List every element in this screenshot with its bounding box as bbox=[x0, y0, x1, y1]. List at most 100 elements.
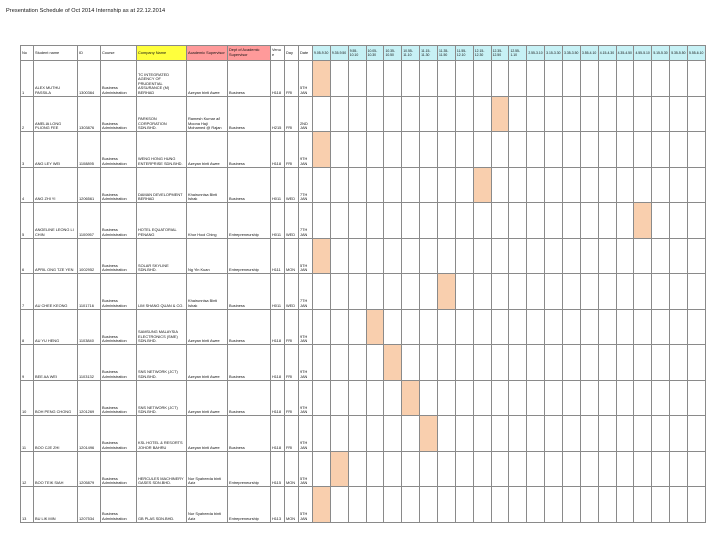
empty-slot-cell bbox=[383, 486, 403, 523]
empty-slot-cell bbox=[329, 166, 349, 203]
scheduled-slot-cell bbox=[312, 486, 331, 523]
empty-slot-cell bbox=[437, 344, 456, 381]
empty-slot-cell bbox=[454, 166, 474, 203]
row-number-cell: 3 bbox=[20, 131, 34, 168]
header-time-slot: 5.15-5.30 bbox=[651, 45, 671, 61]
academic-supervisor-cell: Nur Syaheeda binti Aziz bbox=[186, 486, 228, 523]
empty-slot-cell bbox=[651, 308, 671, 345]
day-cell: FRI bbox=[284, 308, 299, 345]
empty-slot-cell bbox=[579, 308, 599, 345]
company-name-cell: GB PLAS SDN.BHD. bbox=[136, 486, 187, 523]
empty-slot-cell bbox=[437, 60, 456, 97]
empty-slot-cell bbox=[651, 344, 671, 381]
empty-slot-cell bbox=[615, 308, 635, 345]
student-id-cell: 1103840 bbox=[77, 308, 101, 345]
empty-slot-cell bbox=[508, 379, 528, 416]
supervisor-dept-cell: Entrepreneurship bbox=[227, 486, 271, 523]
course-cell: Business Administration bbox=[100, 486, 137, 523]
table-row: 10 BOH PENG CHONG 1201269 Business Administ… bbox=[20, 379, 706, 416]
empty-slot-cell bbox=[490, 60, 510, 97]
empty-slot-cell bbox=[544, 379, 564, 416]
empty-slot-cell bbox=[401, 273, 421, 310]
student-id-cell: 1303876 bbox=[77, 95, 101, 132]
table-row: 11 BOO CJE ZHI 1201496 Business Administrat… bbox=[20, 415, 706, 452]
company-name-cell: SNS NETWORK (JCT) SDN.BHD. bbox=[136, 344, 187, 381]
row-number-cell: 5 bbox=[20, 202, 34, 239]
empty-slot-cell bbox=[579, 166, 599, 203]
empty-slot-cell bbox=[526, 237, 546, 274]
supervisor-dept-cell: Business bbox=[227, 131, 271, 168]
empty-slot-cell bbox=[669, 308, 689, 345]
academic-supervisor-cell: Azeyan binti Awee bbox=[186, 415, 228, 452]
empty-slot-cell bbox=[687, 486, 706, 523]
empty-slot-cell bbox=[383, 237, 403, 274]
empty-slot-cell bbox=[579, 131, 599, 168]
empty-slot-cell bbox=[651, 166, 671, 203]
empty-slot-cell bbox=[347, 166, 367, 203]
student-name-cell: BOO CJE ZHI bbox=[33, 415, 78, 452]
company-name-cell: DAMAN DEVELOPMENT BERHAD bbox=[136, 166, 187, 203]
empty-slot-cell bbox=[383, 131, 403, 168]
course-cell: Business Administration bbox=[100, 60, 137, 97]
row-number-cell: 13 bbox=[20, 486, 34, 523]
empty-slot-cell bbox=[597, 237, 617, 274]
venue-cell: H118 bbox=[270, 344, 285, 381]
empty-slot-cell bbox=[544, 60, 564, 97]
header-time-slot: 9.35-9.50 bbox=[329, 45, 349, 61]
academic-supervisor-cell: Azeyan binti Awee bbox=[186, 308, 228, 345]
sheet-title: Presentation Schedule of Oct 2014 Intern… bbox=[6, 8, 166, 14]
empty-slot-cell bbox=[615, 95, 635, 132]
scheduled-slot-cell bbox=[312, 237, 331, 274]
day-cell: FRI bbox=[284, 95, 299, 132]
student-name-cell: BEE AA WEI bbox=[33, 344, 78, 381]
empty-slot-cell bbox=[347, 450, 367, 487]
empty-slot-cell bbox=[615, 486, 635, 523]
empty-slot-cell bbox=[687, 166, 706, 203]
empty-slot-cell bbox=[526, 60, 546, 97]
empty-slot-cell bbox=[365, 237, 385, 274]
empty-slot-cell bbox=[669, 131, 689, 168]
empty-slot-cell bbox=[419, 308, 439, 345]
empty-slot-cell bbox=[508, 273, 528, 310]
empty-slot-cell bbox=[383, 95, 403, 132]
header-academic-supervisor: Academic Supervisor bbox=[186, 45, 228, 61]
row-number-cell: 9 bbox=[20, 344, 34, 381]
empty-slot-cell bbox=[508, 344, 528, 381]
course-cell: Business Administration bbox=[100, 95, 137, 132]
empty-slot-cell bbox=[687, 273, 706, 310]
supervisor-dept-cell: Business bbox=[227, 308, 271, 345]
empty-slot-cell bbox=[419, 131, 439, 168]
supervisor-dept-cell: Business bbox=[227, 379, 271, 416]
header-time-slot: 5.35-5.50 bbox=[669, 45, 689, 61]
empty-slot-cell bbox=[615, 166, 635, 203]
header-day: Day bbox=[284, 45, 299, 61]
empty-slot-cell bbox=[526, 308, 546, 345]
empty-slot-cell bbox=[401, 308, 421, 345]
supervisor-dept-cell: Business bbox=[227, 415, 271, 452]
empty-slot-cell bbox=[454, 379, 474, 416]
empty-slot-cell bbox=[562, 308, 581, 345]
empty-slot-cell bbox=[544, 202, 564, 239]
empty-slot-cell bbox=[347, 415, 367, 452]
date-cell: 2ND JAN bbox=[298, 95, 313, 132]
empty-slot-cell bbox=[347, 131, 367, 168]
table-row: 1 ALEX MUTHU PASSILA 1300364 Business Admin… bbox=[20, 60, 706, 97]
day-cell: WED bbox=[284, 273, 299, 310]
empty-slot-cell bbox=[579, 486, 599, 523]
empty-slot-cell bbox=[669, 415, 689, 452]
student-id-cell: 1205879 bbox=[77, 450, 101, 487]
empty-slot-cell bbox=[490, 486, 510, 523]
academic-supervisor-cell: Ramesh Kumar a/l Moona Haji Mohamed @ Ra… bbox=[186, 95, 228, 132]
header-no: No bbox=[20, 45, 34, 61]
row-number-cell: 2 bbox=[20, 95, 34, 132]
empty-slot-cell bbox=[633, 344, 653, 381]
empty-slot-cell bbox=[401, 486, 421, 523]
empty-slot-cell bbox=[579, 237, 599, 274]
student-id-cell: 1108895 bbox=[77, 131, 101, 168]
empty-slot-cell bbox=[669, 486, 689, 523]
empty-slot-cell bbox=[615, 131, 635, 168]
student-id-cell: 1101716 bbox=[77, 273, 101, 310]
scheduled-slot-cell bbox=[383, 344, 403, 381]
date-cell: 7TH JAN bbox=[298, 273, 313, 310]
student-name-cell: BOH PENG CHONG bbox=[33, 379, 78, 416]
